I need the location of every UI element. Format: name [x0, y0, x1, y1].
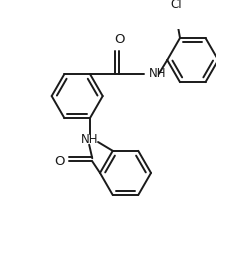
- Text: O: O: [54, 155, 64, 168]
- Text: Cl: Cl: [170, 0, 181, 11]
- Text: NH: NH: [80, 133, 98, 146]
- Text: O: O: [114, 33, 124, 46]
- Text: NH: NH: [148, 67, 166, 81]
